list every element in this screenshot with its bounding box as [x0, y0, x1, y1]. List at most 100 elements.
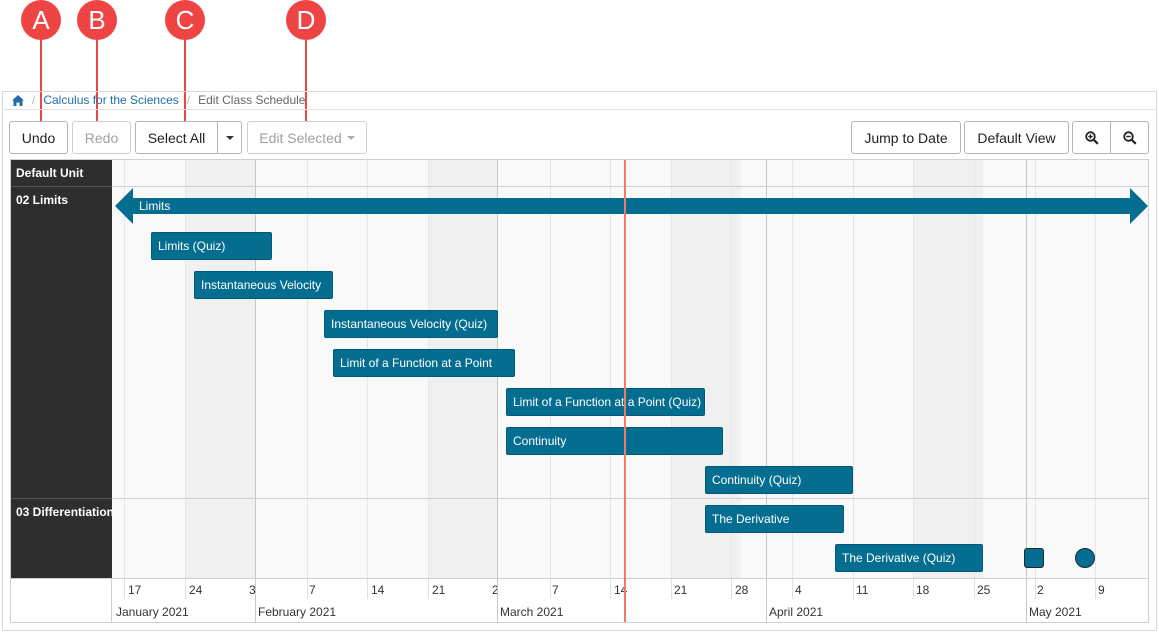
axis-tick-line [671, 579, 672, 599]
axis-tick-line [185, 579, 186, 599]
zoom-out-icon [1122, 130, 1137, 145]
week-gridline [610, 160, 611, 578]
axis-month-label: February 2021 [258, 605, 337, 619]
limits-span-label: Limits [139, 199, 171, 213]
week-gridline [913, 160, 914, 578]
axis-day-label: 11 [856, 583, 869, 597]
axis-month-label: May 2021 [1029, 605, 1082, 619]
unit-label-differentiation[interactable]: 03 Differentiation [16, 505, 115, 519]
item-limits-quiz[interactable]: Limits (Quiz) [151, 232, 272, 260]
callout-d-label: D [286, 0, 326, 40]
callout-a-pin [40, 40, 42, 121]
axis-tick-line [307, 579, 308, 599]
breadcrumb-separator: / [186, 93, 191, 107]
unit-divider-sidebar [11, 186, 112, 187]
axis-tick-line [1095, 579, 1096, 599]
callout-a-label: A [21, 0, 61, 40]
item-the-derivative-quiz[interactable]: The Derivative (Quiz) [835, 544, 983, 572]
week-gridline [974, 160, 975, 578]
item-instantaneous-velocity[interactable]: Instantaneous Velocity [194, 271, 333, 299]
unit-divider [11, 186, 1148, 187]
breadcrumb-divider [3, 109, 1156, 110]
axis-day-label: 17 [128, 583, 142, 597]
axis-tick-line [1035, 579, 1036, 599]
axis-day-label: 18 [916, 583, 930, 597]
month-gridline [1026, 160, 1027, 578]
callout-b-label: B [77, 0, 117, 40]
axis-month-label: April 2021 [769, 605, 824, 619]
axis-month-line [1026, 579, 1027, 622]
edit-selected-label: Edit Selected [259, 129, 342, 146]
date-axis: 17 24 3 7 14 21 2 7 14 21 28 4 11 18 25 … [11, 578, 1148, 622]
callout-c-pin [184, 40, 186, 121]
week-gridline [1095, 160, 1096, 578]
axis-day-label: 2 [1037, 583, 1044, 597]
milestone-square-marker[interactable] [1024, 548, 1044, 568]
item-continuity[interactable]: Continuity [506, 427, 723, 455]
timeline-area [112, 160, 1148, 578]
week-gridline [1035, 160, 1036, 578]
breadcrumb-current: Edit Class Schedule [198, 93, 306, 107]
zoom-in-button[interactable] [1072, 121, 1111, 154]
default-view-label: Default View [977, 129, 1056, 146]
item-limit-function-point[interactable]: Limit of a Function at a Point [333, 349, 515, 377]
select-all-button[interactable]: Select All [135, 121, 218, 154]
unit-label-limits[interactable]: 02 Limits [16, 193, 69, 207]
redo-button[interactable]: Redo [72, 121, 131, 154]
axis-day-label: 9 [1098, 583, 1105, 597]
week-gridline [550, 160, 551, 578]
axis-day-label: 25 [977, 583, 991, 597]
axis-month-label: January 2021 [116, 605, 189, 619]
unit-sidebar [11, 160, 112, 578]
breadcrumb: / Calculus for the Sciences / Edit Class… [12, 92, 305, 108]
month-gridline [255, 160, 256, 578]
today-marker-line [624, 160, 626, 622]
schedule-grid: Default Unit 02 Limits 03 Differentiatio… [10, 159, 1149, 623]
callout-d: D [286, 0, 326, 121]
shade-band [185, 160, 255, 578]
axis-tick-line [974, 579, 975, 599]
axis-tick-line [367, 579, 368, 599]
week-gridline [185, 160, 186, 578]
axis-day-label: 21 [674, 583, 688, 597]
default-view-button[interactable]: Default View [964, 121, 1069, 154]
week-gridline [307, 160, 308, 578]
week-gridline [731, 160, 732, 578]
axis-tick-line [124, 579, 125, 599]
week-gridline [853, 160, 854, 578]
axis-month-line [497, 579, 498, 622]
breadcrumb-course-link[interactable]: Calculus for the Sciences [43, 93, 179, 107]
zoom-out-button[interactable] [1110, 121, 1149, 154]
item-the-derivative[interactable]: The Derivative [705, 505, 844, 533]
limits-span-bar[interactable] [115, 186, 1148, 226]
zoom-in-icon [1084, 130, 1099, 145]
axis-day-label: 21 [432, 583, 446, 597]
axis-tick-line [792, 579, 793, 599]
unit-divider [11, 498, 1148, 499]
jump-to-date-button[interactable]: Jump to Date [851, 121, 961, 154]
edit-selected-button[interactable]: Edit Selected [247, 121, 367, 154]
axis-tick-line [610, 579, 611, 599]
month-gridline [766, 160, 767, 578]
chevron-down-icon [225, 135, 234, 140]
item-limit-function-point-quiz[interactable]: Limit of a Function at a Point (Quiz) [506, 388, 705, 416]
week-gridline [671, 160, 672, 578]
undo-button[interactable]: Undo [9, 121, 68, 154]
axis-tick-line [913, 579, 914, 599]
milestone-circle-marker[interactable] [1075, 548, 1095, 568]
breadcrumb-separator: / [32, 93, 36, 107]
axis-month-line [255, 579, 256, 622]
redo-label: Redo [84, 129, 119, 146]
item-instantaneous-velocity-quiz[interactable]: Instantaneous Velocity (Quiz) [324, 310, 498, 338]
home-icon[interactable] [12, 94, 24, 106]
undo-label: Undo [21, 129, 56, 146]
axis-day-label: 7 [552, 583, 559, 597]
unit-divider-sidebar [11, 498, 112, 499]
select-all-dropdown-button[interactable] [217, 121, 242, 154]
schedule-frame [2, 91, 1157, 631]
unit-label-default[interactable]: Default Unit [16, 166, 84, 180]
select-all-label: Select All [147, 129, 206, 146]
axis-day-label: 2 [492, 583, 499, 597]
item-continuity-quiz[interactable]: Continuity (Quiz) [705, 466, 853, 494]
axis-day-label: 7 [309, 583, 316, 597]
